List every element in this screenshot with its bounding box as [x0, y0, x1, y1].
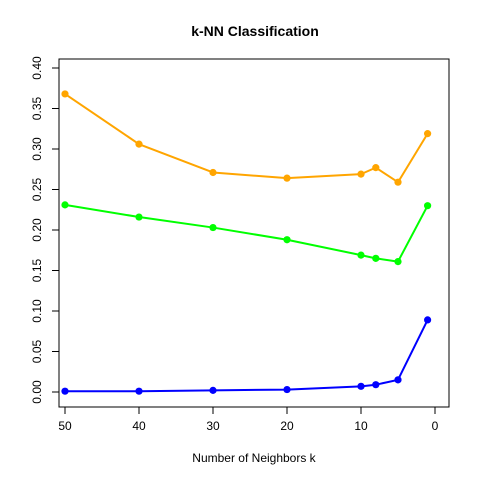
data-point [394, 178, 402, 186]
data-point [394, 257, 402, 266]
series-line [64, 203, 429, 263]
data-point [283, 385, 291, 394]
y-tick-label: 0.00 [30, 380, 44, 404]
data-point [135, 213, 143, 221]
x-tick-label: 10 [354, 419, 368, 433]
x-tick-label: 20 [280, 419, 294, 433]
series-3 [61, 316, 432, 395]
data-point [424, 316, 432, 324]
data-point [357, 251, 365, 259]
data-point [283, 236, 291, 244]
y-tick-label: 0.30 [30, 137, 44, 161]
data-point [372, 254, 380, 262]
x-tick-label: 50 [58, 419, 72, 433]
x-axis: 50 40 30 20 10 0 [58, 406, 439, 433]
series-line [64, 318, 429, 393]
data-point [61, 201, 69, 209]
y-tick-label: 0.35 [30, 96, 44, 120]
y-tick-label: 0.15 [30, 258, 44, 282]
data-point [424, 202, 432, 210]
data-point [61, 387, 69, 395]
data-point [135, 140, 143, 148]
y-tick-label: 0.20 [30, 218, 44, 242]
y-tick-label: 0.10 [30, 299, 44, 323]
series-2 [61, 201, 432, 266]
data-point [209, 386, 217, 394]
y-tick-label: 0.25 [30, 177, 44, 201]
data-point [209, 223, 217, 232]
x-tick-label: 30 [206, 419, 220, 433]
x-tick-label: 0 [432, 419, 439, 433]
data-point [135, 387, 143, 395]
data-point [283, 174, 291, 182]
data-point [357, 170, 365, 178]
chart-title: k-NN Classification [191, 23, 319, 39]
y-tick-label: 0.40 [30, 56, 44, 80]
data-point [357, 382, 365, 390]
series-line [64, 92, 429, 184]
y-tick-label: 0.05 [30, 339, 44, 363]
x-axis-label: Number of Neighbors k [192, 451, 316, 465]
y-axis: 0.00 0.05 0.10 0.15 0.20 0.25 0.30 0.35 0.40 [30, 56, 60, 404]
data-point [209, 168, 217, 177]
data-point [394, 376, 402, 384]
series-layer [61, 90, 432, 395]
data-point [61, 90, 69, 98]
x-tick-label: 40 [132, 419, 146, 433]
plot-frame [58, 58, 450, 408]
series-1 [61, 90, 432, 186]
data-point [372, 164, 380, 172]
data-point [424, 130, 432, 138]
data-point [372, 381, 380, 389]
